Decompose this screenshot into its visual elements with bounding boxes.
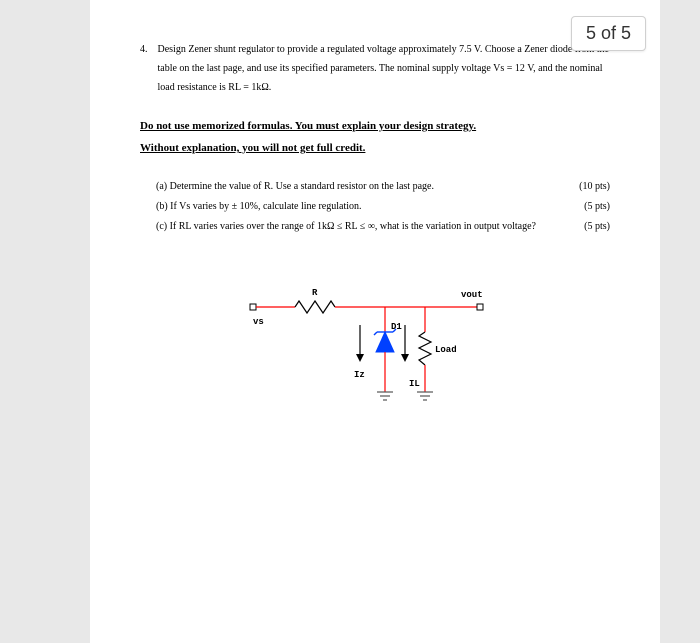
current-arrow-iz xyxy=(356,325,364,362)
question-number: 4. xyxy=(140,40,148,97)
page-indicator: 5 of 5 xyxy=(571,16,646,51)
circuit-svg: vs R D1 Iz IL Load vout xyxy=(225,277,525,422)
question-block: 4. Design Zener shunt regulator to provi… xyxy=(140,40,610,429)
part-c: (c) If RL varies varies over the range o… xyxy=(156,217,610,237)
label-Load: Load xyxy=(435,345,457,355)
ground-load xyxy=(417,392,433,400)
label-R: R xyxy=(312,288,318,298)
question-intro: 4. Design Zener shunt regulator to provi… xyxy=(140,40,610,97)
instruction-line-1: Do not use memorized formulas. You must … xyxy=(140,115,610,137)
vs-terminal xyxy=(250,304,256,310)
label-Iz: Iz xyxy=(354,370,365,380)
page-indicator-text: 5 of 5 xyxy=(586,23,631,43)
part-b: (b) If Vs varies by ± 10%, calculate lin… xyxy=(156,197,610,217)
part-a-text: (a) Determine the value of R. Use a stan… xyxy=(156,177,434,197)
question-text: Design Zener shunt regulator to provide … xyxy=(158,40,611,97)
resistor-R xyxy=(295,301,335,313)
zener-triangle xyxy=(376,332,394,352)
question-parts: (a) Determine the value of R. Use a stan… xyxy=(156,177,610,237)
label-vout: vout xyxy=(461,290,483,300)
part-a: (a) Determine the value of R. Use a stan… xyxy=(156,177,610,197)
instruction-block: Do not use memorized formulas. You must … xyxy=(140,115,610,159)
part-b-points: (5 pts) xyxy=(584,197,610,217)
part-c-text: (c) If RL varies varies over the range o… xyxy=(156,217,536,237)
circuit-diagram: vs R D1 Iz IL Load vout xyxy=(140,277,610,429)
zener-cathode-tick2 xyxy=(374,332,377,335)
load-resistor xyxy=(419,332,431,365)
document-page: 5 of 5 4. Design Zener shunt regulator t… xyxy=(90,0,660,643)
label-D1: D1 xyxy=(391,322,402,332)
label-vs: vs xyxy=(253,317,264,327)
instruction-line-2: Without explanation, you will not get fu… xyxy=(140,137,610,159)
current-arrow-il xyxy=(401,325,409,362)
part-c-points: (5 pts) xyxy=(584,217,610,237)
vout-terminal xyxy=(477,304,483,310)
label-IL: IL xyxy=(409,379,420,389)
ground-zener xyxy=(377,392,393,400)
part-a-points: (10 pts) xyxy=(579,177,610,197)
part-b-text: (b) If Vs varies by ± 10%, calculate lin… xyxy=(156,197,362,217)
